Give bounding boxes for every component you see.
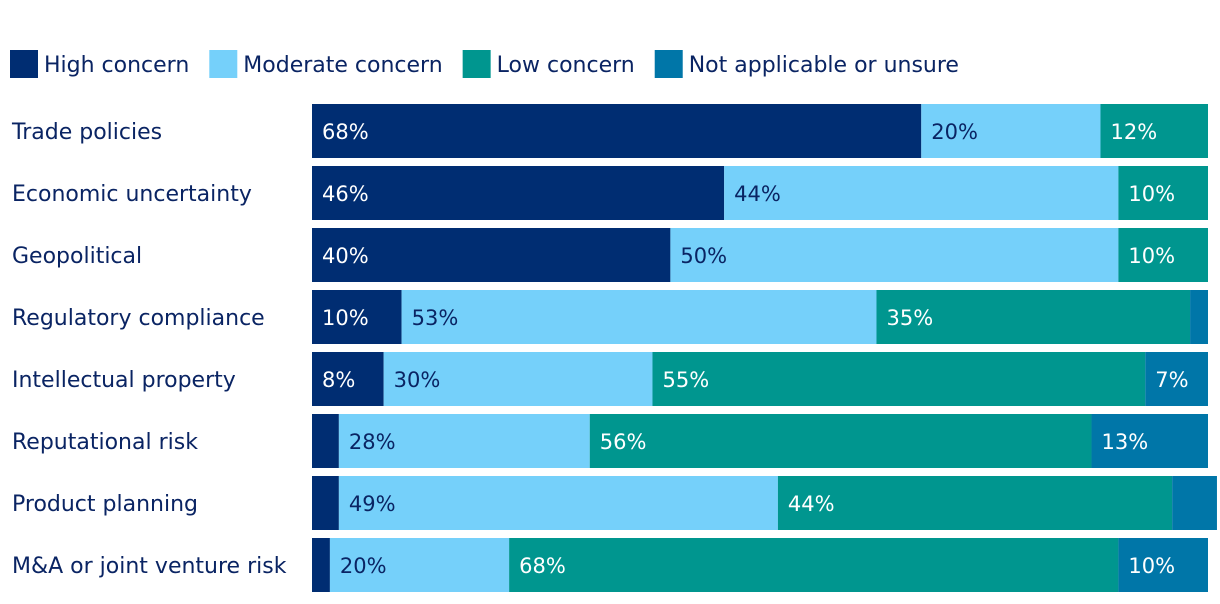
- bar-segment-economic-uncertainty-moderate-concern: [724, 166, 1119, 220]
- data-label-geopolitical-low-concern: 10%: [1128, 244, 1175, 268]
- data-label-regulatory-compliance-low-concern: 35%: [886, 306, 933, 330]
- bar-segment-economic-uncertainty-high-concern: [312, 166, 725, 220]
- data-label-intellectual-property-not-applicable-or-unsure: 7%: [1155, 368, 1188, 392]
- data-label-product-planning-low-concern: 44%: [788, 492, 835, 516]
- category-label-reputational-risk: Reputational risk: [12, 430, 198, 455]
- bar-segment-reputational-risk-high-concern: [312, 414, 339, 468]
- bar-row-product-planning: 49% 44%: [312, 476, 1217, 530]
- bar-segment-regulatory-compliance-moderate-concern: [401, 290, 877, 344]
- legend-label-high-concern: High concern: [44, 53, 189, 78]
- bar-segment-trade-policies-moderate-concern: [921, 104, 1101, 158]
- legend-label-moderate-concern: Moderate concern: [243, 53, 442, 78]
- category-label-intellectual-property: Intellectual property: [12, 368, 236, 393]
- category-label-economic-uncertainty: Economic uncertainty: [12, 182, 252, 207]
- data-label-trade-policies-low-concern: 12%: [1110, 120, 1157, 144]
- data-label-reputational-risk-moderate-concern: 28%: [349, 430, 396, 454]
- bar-segment-trade-policies-low-concern: [1100, 104, 1208, 158]
- bar-segment-trade-policies-high-concern: [312, 104, 922, 158]
- data-label-intellectual-property-moderate-concern: 30%: [394, 368, 441, 392]
- data-label-economic-uncertainty-moderate-concern: 44%: [734, 182, 781, 206]
- legend-label-low-concern: Low concern: [497, 53, 635, 78]
- data-label-trade-policies-high-concern: 68%: [322, 120, 369, 144]
- bar-segment-intellectual-property-not-applicable-or-unsure: [1145, 352, 1208, 406]
- bar-segment-product-planning-moderate-concern: [338, 476, 778, 530]
- bar-row-reputational-risk: 28% 56% 13%: [312, 414, 1208, 468]
- category-label-manda-or-joint-venture-risk: M&A or joint venture risk: [12, 554, 287, 579]
- bar-row-intellectual-property: 8% 30% 55% 7%: [312, 352, 1208, 406]
- bars-area: 68% 20% 12% 46% 44% 10% 40% 50% 10% 10% 53% 35% 8% 30…: [312, 104, 1217, 592]
- category-label-regulatory-compliance: Regulatory compliance: [12, 306, 265, 331]
- data-label-economic-uncertainty-high-concern: 46%: [322, 182, 369, 206]
- data-label-reputational-risk-not-applicable-or-unsure: 13%: [1102, 430, 1149, 454]
- category-label-geopolitical: Geopolitical: [12, 244, 142, 269]
- bar-row-economic-uncertainty: 46% 44% 10%: [312, 166, 1208, 220]
- data-label-intellectual-property-low-concern: 55%: [662, 368, 709, 392]
- bar-segment-reputational-risk-low-concern: [589, 414, 1092, 468]
- legend-label-not-applicable-or-unsure: Not applicable or unsure: [689, 53, 959, 78]
- bar-segment-geopolitical-low-concern: [1118, 228, 1208, 282]
- bar-segment-intellectual-property-high-concern: [312, 352, 384, 406]
- bar-segment-geopolitical-high-concern: [312, 228, 671, 282]
- data-label-product-planning-moderate-concern: 49%: [349, 492, 396, 516]
- legend-swatch-low-concern: [462, 50, 491, 78]
- data-label-geopolitical-high-concern: 40%: [322, 244, 369, 268]
- legend-swatch-not-applicable-or-unsure: [654, 50, 683, 78]
- bar-segment-product-planning-high-concern: [312, 476, 339, 530]
- legend-item-moderate-concern: Moderate concern: [209, 50, 443, 78]
- data-label-manda-or-joint-venture-risk-low-concern: 68%: [519, 554, 566, 578]
- data-label-reputational-risk-low-concern: 56%: [600, 430, 647, 454]
- bar-segment-reputational-risk-moderate-concern: [338, 414, 590, 468]
- category-labels: Trade policies Economic uncertainty Geopol…: [11, 120, 287, 579]
- bar-segment-regulatory-compliance-not-applicable-or-unsure: [1190, 290, 1208, 344]
- bar-row-manda-or-joint-venture-risk: 20% 68% 10%: [312, 538, 1208, 592]
- bar-segment-geopolitical-moderate-concern: [670, 228, 1119, 282]
- bar-segment-manda-or-joint-venture-risk-moderate-concern: [329, 538, 510, 592]
- data-label-regulatory-compliance-high-concern: 10%: [322, 306, 369, 330]
- data-label-intellectual-property-high-concern: 8%: [322, 368, 355, 392]
- bar-row-trade-policies: 68% 20% 12%: [312, 104, 1208, 158]
- bar-segment-intellectual-property-moderate-concern: [383, 352, 653, 406]
- legend-item-low-concern: Low concern: [462, 50, 635, 78]
- data-label-manda-or-joint-venture-risk-moderate-concern: 20%: [340, 554, 387, 578]
- legend-swatch-high-concern: [10, 50, 38, 78]
- data-label-regulatory-compliance-moderate-concern: 53%: [412, 306, 459, 330]
- bar-segment-intellectual-property-low-concern: [652, 352, 1146, 406]
- bar-segment-product-planning-not-applicable-or-unsure: [1172, 476, 1217, 530]
- bar-segment-product-planning-low-concern: [777, 476, 1173, 530]
- data-label-trade-policies-moderate-concern: 20%: [931, 120, 978, 144]
- legend-item-high-concern: High concern: [10, 50, 189, 78]
- bar-segment-regulatory-compliance-low-concern: [876, 290, 1191, 344]
- bar-segment-manda-or-joint-venture-risk-high-concern: [312, 538, 330, 592]
- bar-segment-manda-or-joint-venture-risk-not-applicable-or-unsure: [1118, 538, 1208, 592]
- bar-segment-regulatory-compliance-high-concern: [312, 290, 402, 344]
- data-label-economic-uncertainty-low-concern: 10%: [1128, 182, 1175, 206]
- data-label-geopolitical-moderate-concern: 50%: [680, 244, 727, 268]
- bar-segment-manda-or-joint-venture-risk-low-concern: [509, 538, 1119, 592]
- legend-item-not-applicable-or-unsure: Not applicable or unsure: [654, 50, 959, 78]
- bar-row-geopolitical: 40% 50% 10%: [312, 228, 1208, 282]
- bar-row-regulatory-compliance: 10% 53% 35%: [312, 290, 1208, 344]
- data-label-manda-or-joint-venture-risk-not-applicable-or-unsure: 10%: [1128, 554, 1175, 578]
- bar-segment-economic-uncertainty-low-concern: [1118, 166, 1208, 220]
- bar-segment-reputational-risk-not-applicable-or-unsure: [1091, 414, 1208, 468]
- category-label-product-planning: Product planning: [12, 492, 198, 517]
- category-label-trade-policies: Trade policies: [11, 120, 162, 145]
- legend-swatch-moderate-concern: [209, 50, 238, 78]
- chart-legend: High concern Moderate concern Low concern N…: [10, 50, 959, 78]
